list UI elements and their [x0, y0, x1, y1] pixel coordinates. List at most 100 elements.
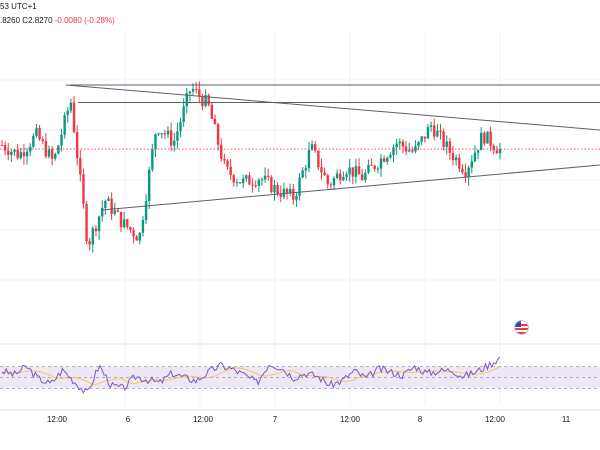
candle-body	[216, 124, 220, 145]
candle-body	[414, 146, 417, 152]
candle-body	[135, 236, 138, 241]
candle-body	[395, 143, 398, 148]
candle-body	[229, 166, 232, 176]
candle-body	[436, 130, 439, 137]
us-flag-icon[interactable]	[514, 320, 529, 335]
x-axis-tick-label: 6	[126, 415, 131, 424]
candle-body	[401, 141, 405, 147]
candle-body	[213, 118, 217, 125]
candle-body	[348, 167, 351, 175]
candle-body	[326, 175, 329, 185]
candle-body	[220, 144, 223, 159]
candle-body	[292, 188, 295, 200]
candle-body	[301, 170, 304, 178]
candle-body	[19, 152, 22, 159]
candle-body	[107, 198, 110, 201]
candle-body	[188, 91, 192, 94]
candle-body	[154, 134, 157, 150]
candle-body	[201, 96, 204, 107]
candle-body	[179, 121, 182, 132]
candle-body	[392, 147, 395, 156]
candle-body	[257, 180, 261, 186]
candle-body	[357, 166, 361, 175]
candle-body	[445, 141, 448, 147]
candle-body	[97, 216, 101, 232]
candle-body	[0, 145, 4, 146]
candle-body	[94, 228, 98, 232]
candle-body	[238, 182, 242, 184]
candle-body	[169, 130, 173, 146]
candle-body	[360, 174, 364, 181]
candle-body	[464, 172, 467, 178]
x-axis-tick-label: 12:00	[193, 415, 214, 424]
x-axis-tick-label: 12:00	[340, 415, 361, 424]
candle-body	[461, 168, 464, 173]
candle-body	[426, 126, 430, 139]
candle-body	[116, 210, 120, 212]
candle-body	[382, 158, 386, 162]
candle-body	[342, 177, 345, 181]
candle-body	[113, 210, 116, 214]
candle-body	[141, 220, 145, 233]
candle-body	[223, 158, 226, 161]
candle-body	[495, 150, 499, 154]
candle-body	[454, 157, 458, 161]
candle-body	[433, 125, 436, 137]
candle-body	[476, 150, 480, 153]
candle-body	[241, 178, 245, 184]
candle-body	[254, 185, 257, 187]
x-axis-tick-label: 12:00	[47, 415, 68, 424]
candle-body	[16, 149, 19, 159]
candle-body	[50, 149, 54, 159]
rsi-ma-line	[1, 366, 501, 386]
candle-body	[75, 132, 79, 159]
candle-body	[126, 219, 129, 228]
ohlc-readout: .8260 C2.8270 -0.0080 (-0.28%)	[0, 16, 115, 25]
candle-body	[276, 184, 279, 194]
candle-body	[317, 150, 320, 168]
candle-body	[370, 164, 373, 166]
candle-body	[351, 167, 354, 177]
candle-body	[35, 127, 38, 136]
candle-body	[151, 149, 154, 170]
candle-body	[54, 153, 57, 159]
candle-body	[110, 198, 113, 214]
candle-body	[354, 166, 358, 177]
candle-body	[310, 144, 314, 150]
candle-body	[498, 149, 502, 154]
candle-body	[163, 133, 167, 135]
candle-body	[79, 158, 82, 175]
candle-body	[335, 173, 339, 179]
candle-body	[148, 169, 151, 202]
candle-body	[367, 164, 370, 173]
candle-body	[166, 130, 170, 135]
candle-body	[473, 152, 477, 162]
candle-body	[423, 136, 427, 139]
candle-body	[194, 88, 198, 90]
candle-body	[104, 200, 107, 209]
trendline-lower	[101, 164, 600, 211]
candle-body	[22, 152, 26, 157]
candle-body	[480, 132, 483, 151]
rsi-line	[1, 356, 501, 394]
candle-body	[226, 160, 229, 167]
candle-body	[373, 165, 376, 169]
candle-body	[417, 141, 420, 147]
candle-body	[489, 131, 492, 146]
candle-body	[182, 106, 185, 122]
timezone-label: 53 UTC+1	[0, 2, 37, 11]
candle-body	[267, 175, 270, 178]
trendline-upper	[65, 84, 600, 131]
candle-body	[295, 195, 298, 200]
candle-body	[248, 175, 251, 185]
candle-body	[376, 168, 380, 170]
candle-body	[66, 110, 69, 116]
x-axis-tick-label: 7	[273, 415, 278, 424]
candle-body	[282, 188, 286, 197]
candle-body	[448, 141, 452, 153]
candle-body	[41, 139, 44, 142]
candle-body	[69, 102, 73, 111]
candle-body	[3, 145, 7, 151]
candle-body	[191, 88, 195, 92]
